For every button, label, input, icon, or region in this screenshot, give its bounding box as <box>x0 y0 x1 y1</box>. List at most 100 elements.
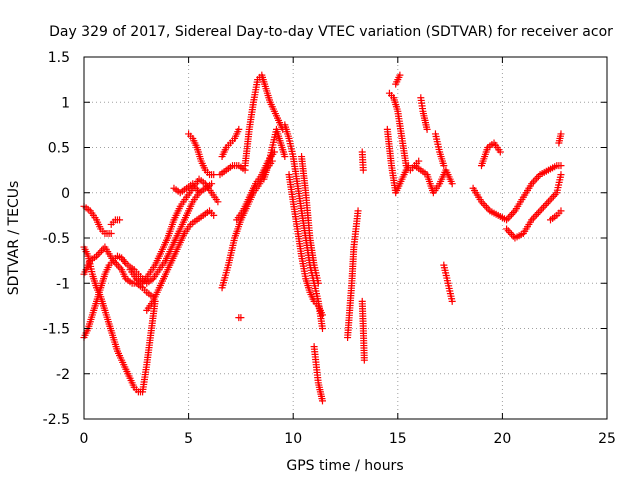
series-s18 <box>285 171 326 319</box>
series-s19 <box>298 153 322 287</box>
series-s15 <box>241 71 287 170</box>
x-tick-label: 0 <box>80 431 89 447</box>
series-s23 <box>358 297 368 364</box>
series-s28 <box>411 162 456 197</box>
series-s2 <box>107 216 124 228</box>
series-s29 <box>431 130 448 170</box>
data-point <box>504 227 512 235</box>
x-tick-label: 15 <box>389 431 407 447</box>
data-point <box>404 162 412 170</box>
data-point <box>314 279 322 287</box>
x-tick-label: 10 <box>284 431 302 447</box>
data-point <box>531 212 539 220</box>
data-point <box>318 325 326 332</box>
data-point <box>557 162 565 170</box>
series-s10 <box>218 125 243 161</box>
series-s1 <box>80 202 115 237</box>
data-point <box>504 214 512 222</box>
data-point <box>318 397 326 405</box>
data-point <box>483 203 491 211</box>
series-s26 <box>392 71 404 88</box>
data-point <box>546 196 554 204</box>
data-point <box>529 178 537 186</box>
data-point <box>509 209 517 217</box>
series-s30 <box>440 261 456 305</box>
series-s35 <box>547 207 565 224</box>
data-point <box>539 203 547 211</box>
data-point <box>481 201 489 209</box>
data-point <box>544 198 552 206</box>
axes: 0 5 10 15 20 25 -2.5 -2 -1.5 -1 -0.5 0 0.5 1 1.5 <box>43 50 616 447</box>
chart-title: Day 329 of 2017, Sidereal Day-to-day VTE… <box>49 24 613 40</box>
data-point <box>549 192 557 200</box>
data-point <box>208 180 216 188</box>
data-point <box>533 174 541 182</box>
data-point <box>354 207 362 215</box>
data-point <box>214 198 222 206</box>
data-point <box>534 209 542 217</box>
data-point <box>536 207 544 215</box>
series-s25 <box>383 125 412 197</box>
data-point <box>508 210 516 218</box>
y-tick-label: -2 <box>56 367 70 383</box>
series-s22 <box>358 148 367 174</box>
series-s11 <box>216 162 249 179</box>
series-s14 <box>233 148 278 224</box>
series-s9 <box>185 130 218 179</box>
y-tick-label: -1 <box>56 276 70 292</box>
y-axis-label: SDTVAR / TECUs <box>6 181 22 296</box>
data-point <box>479 200 487 208</box>
data-point <box>318 311 326 319</box>
data-point <box>98 247 106 255</box>
data-point <box>116 216 124 224</box>
data-point <box>503 225 511 233</box>
y-tick-label: 1 <box>61 95 70 111</box>
series-s27 <box>417 94 431 133</box>
data-point <box>557 207 565 215</box>
series-s7 <box>143 207 218 314</box>
data-points <box>80 71 565 405</box>
data-point <box>557 130 565 138</box>
series-s32 <box>477 139 504 170</box>
data-point <box>448 297 456 305</box>
y-tick-label: -1.5 <box>43 322 70 338</box>
data-point <box>440 162 448 170</box>
data-point <box>360 356 368 364</box>
data-point <box>235 125 243 133</box>
series-s20 <box>310 343 326 405</box>
data-point <box>533 210 541 218</box>
x-tick-label: 25 <box>598 431 616 447</box>
series-s31 <box>469 162 565 224</box>
grid <box>84 57 607 419</box>
data-point <box>541 201 549 209</box>
data-point <box>506 229 514 237</box>
data-point <box>96 248 104 256</box>
data-point <box>496 148 504 156</box>
series-s13 <box>235 314 245 322</box>
series-s6 <box>126 175 222 287</box>
y-tick-label: 0 <box>61 186 70 202</box>
y-tick-label: 0.5 <box>48 141 70 157</box>
data-point <box>415 157 423 165</box>
series-s21 <box>344 207 362 342</box>
data-point <box>448 180 456 188</box>
data-point <box>114 262 122 270</box>
y-tick-label: -0.5 <box>43 231 70 247</box>
data-point <box>543 200 551 208</box>
series-s8 <box>170 180 216 197</box>
data-point <box>210 211 218 219</box>
data-point <box>557 171 565 179</box>
data-point <box>423 125 431 133</box>
series-s5 <box>80 189 203 342</box>
series-s33 <box>503 171 565 242</box>
x-axis-label: GPS time / hours <box>286 458 403 474</box>
data-point <box>281 153 289 161</box>
x-tick-label: 20 <box>493 431 511 447</box>
series-s17 <box>281 121 326 332</box>
data-point <box>538 205 546 213</box>
data-point <box>359 166 367 174</box>
data-point <box>94 250 102 258</box>
data-point <box>396 71 404 79</box>
data-point <box>113 260 121 268</box>
